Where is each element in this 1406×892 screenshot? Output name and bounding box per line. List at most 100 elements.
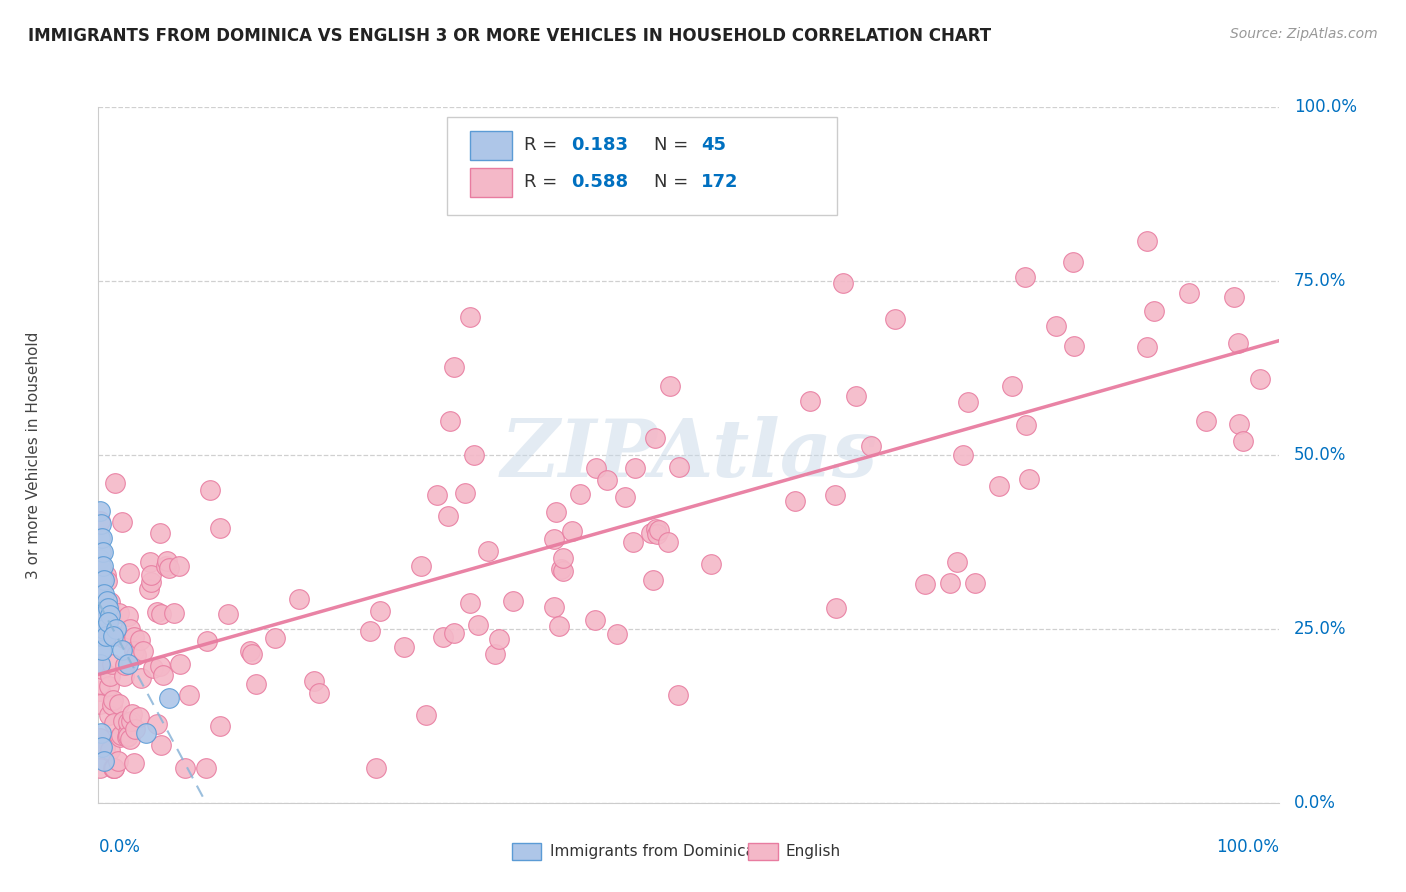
Point bbox=[91, 629, 114, 643]
Point bbox=[550, 562, 572, 576]
Point bbox=[132, 644, 155, 658]
Point bbox=[120, 731, 142, 746]
FancyBboxPatch shape bbox=[512, 843, 541, 860]
Point bbox=[988, 479, 1011, 493]
Point bbox=[859, 439, 882, 453]
Point bbox=[100, 657, 122, 672]
Point bbox=[198, 483, 221, 497]
Point bbox=[114, 658, 136, 673]
Point bbox=[432, 630, 454, 644]
Text: 0.0%: 0.0% bbox=[98, 838, 141, 855]
Point bbox=[392, 640, 415, 654]
Point bbox=[125, 648, 148, 662]
Point bbox=[606, 627, 628, 641]
Point bbox=[129, 632, 152, 647]
Point bbox=[308, 686, 330, 700]
Point bbox=[613, 490, 636, 504]
Point bbox=[443, 360, 465, 375]
Point bbox=[110, 728, 132, 742]
Point bbox=[108, 606, 131, 620]
Point bbox=[845, 389, 868, 403]
Point bbox=[94, 601, 117, 615]
Point bbox=[91, 532, 114, 546]
Point bbox=[157, 691, 180, 706]
Point bbox=[699, 557, 721, 571]
Point bbox=[543, 599, 565, 614]
Point bbox=[370, 604, 392, 618]
Text: 75.0%: 75.0% bbox=[1294, 272, 1346, 290]
Point bbox=[128, 710, 150, 724]
Point bbox=[124, 644, 146, 658]
Point bbox=[426, 488, 449, 502]
Point bbox=[139, 568, 162, 582]
Text: R =: R = bbox=[523, 136, 562, 154]
Point bbox=[824, 488, 846, 502]
Text: 45: 45 bbox=[700, 136, 725, 154]
Point bbox=[90, 662, 112, 676]
Point bbox=[645, 522, 668, 536]
Point bbox=[553, 551, 575, 566]
Point bbox=[94, 629, 117, 643]
Point bbox=[118, 622, 141, 636]
Point bbox=[90, 601, 112, 615]
Point bbox=[1249, 372, 1271, 386]
Point bbox=[484, 647, 506, 661]
Point bbox=[454, 486, 477, 500]
Point bbox=[544, 505, 567, 519]
Point bbox=[157, 561, 180, 575]
Point bbox=[640, 525, 662, 540]
Point bbox=[89, 629, 111, 643]
Point bbox=[91, 740, 114, 755]
Point bbox=[124, 630, 146, 644]
Point bbox=[93, 573, 115, 587]
Point bbox=[641, 574, 664, 588]
Point bbox=[197, 634, 219, 648]
Point bbox=[103, 761, 125, 775]
Point bbox=[89, 761, 111, 775]
Point bbox=[129, 671, 152, 685]
Point bbox=[94, 567, 117, 582]
Point bbox=[111, 642, 134, 657]
Point bbox=[1045, 319, 1067, 334]
Point bbox=[1001, 379, 1024, 393]
Point bbox=[89, 684, 111, 698]
Point bbox=[163, 607, 186, 621]
Point bbox=[1143, 304, 1166, 318]
Point bbox=[939, 576, 962, 591]
Point bbox=[120, 714, 142, 729]
Text: N =: N = bbox=[654, 173, 693, 191]
Point bbox=[117, 730, 139, 744]
Point bbox=[111, 515, 134, 529]
Point bbox=[121, 706, 143, 721]
Point bbox=[1232, 434, 1254, 449]
Point bbox=[1015, 417, 1038, 432]
Point bbox=[98, 679, 121, 693]
Point bbox=[117, 657, 139, 671]
Point bbox=[242, 647, 264, 661]
Point bbox=[467, 618, 489, 632]
Point bbox=[108, 697, 131, 711]
Point bbox=[245, 677, 267, 691]
Point bbox=[112, 669, 135, 683]
Point bbox=[551, 564, 574, 578]
Point bbox=[458, 310, 481, 324]
Point bbox=[89, 731, 111, 746]
Point bbox=[90, 629, 112, 643]
Point bbox=[458, 596, 481, 610]
Point bbox=[93, 607, 115, 622]
Point bbox=[1223, 290, 1246, 304]
Point bbox=[90, 594, 112, 608]
Point bbox=[152, 667, 174, 681]
Text: Source: ZipAtlas.com: Source: ZipAtlas.com bbox=[1230, 27, 1378, 41]
Text: Immigrants from Dominica: Immigrants from Dominica bbox=[550, 844, 755, 859]
Point bbox=[1018, 472, 1040, 486]
Point bbox=[112, 632, 135, 646]
Point bbox=[97, 615, 120, 629]
Point bbox=[91, 573, 114, 587]
Point bbox=[112, 714, 135, 729]
Point bbox=[89, 562, 111, 576]
Point bbox=[1226, 335, 1249, 350]
Text: English: English bbox=[786, 844, 841, 859]
Point bbox=[118, 566, 141, 581]
Point bbox=[914, 577, 936, 591]
